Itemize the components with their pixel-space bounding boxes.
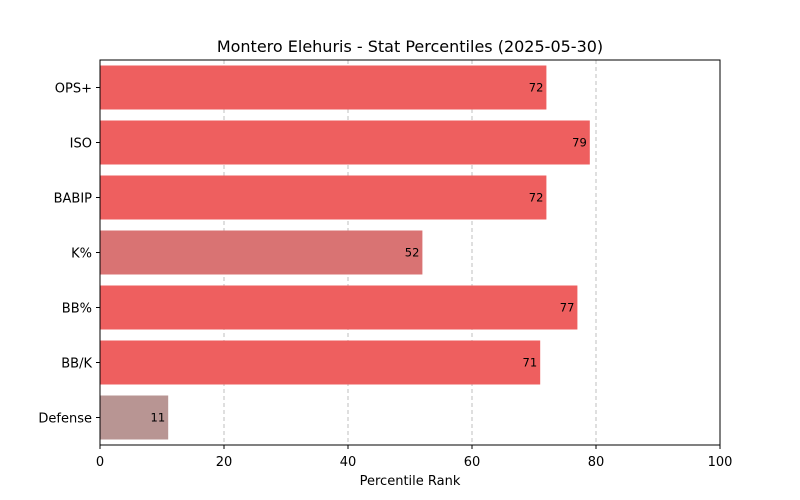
bars [100, 65, 590, 440]
bar-bb- [100, 285, 578, 330]
y-tick-label: Defense [38, 412, 92, 427]
y-tick-label: OPS+ [55, 82, 92, 97]
x-tick-label: 20 [216, 455, 233, 470]
x-axis-ticks: 0 20 40 60 80 100 [96, 445, 733, 470]
x-axis-label: Percentile Rank [360, 474, 461, 489]
bar-iso [100, 120, 590, 165]
bar-value-label: 72 [529, 191, 544, 205]
y-tick-label: BB% [62, 302, 92, 317]
bar-k- [100, 230, 423, 275]
x-tick-label: 0 [96, 455, 104, 470]
y-tick-label: ISO [70, 137, 92, 152]
bar-value-label: 11 [151, 411, 166, 425]
x-tick-label: 100 [708, 455, 733, 470]
bar-value-label: 79 [572, 136, 587, 150]
bar-value-label: 71 [523, 356, 538, 370]
chart-title: Montero Elehuris - Stat Percentiles (202… [217, 37, 603, 56]
x-tick-label: 80 [588, 455, 605, 470]
bar-ops- [100, 65, 547, 110]
bar-bb-k [100, 340, 541, 385]
bar-babip [100, 175, 547, 220]
bar-defense [100, 395, 169, 440]
y-tick-label: BB/K [61, 357, 92, 372]
y-tick-label: K% [71, 247, 92, 262]
bar-value-label: 72 [529, 81, 544, 95]
x-tick-label: 40 [340, 455, 357, 470]
bar-value-label: 77 [560, 301, 575, 315]
bar-value-label: 52 [405, 246, 420, 260]
x-tick-label: 60 [464, 455, 481, 470]
y-axis-ticks: OPS+ ISO BABIP K% BB% BB/K Defense [38, 82, 100, 427]
y-tick-label: BABIP [54, 192, 93, 207]
bar-value-labels: 72 79 72 52 77 71 11 [151, 81, 587, 425]
